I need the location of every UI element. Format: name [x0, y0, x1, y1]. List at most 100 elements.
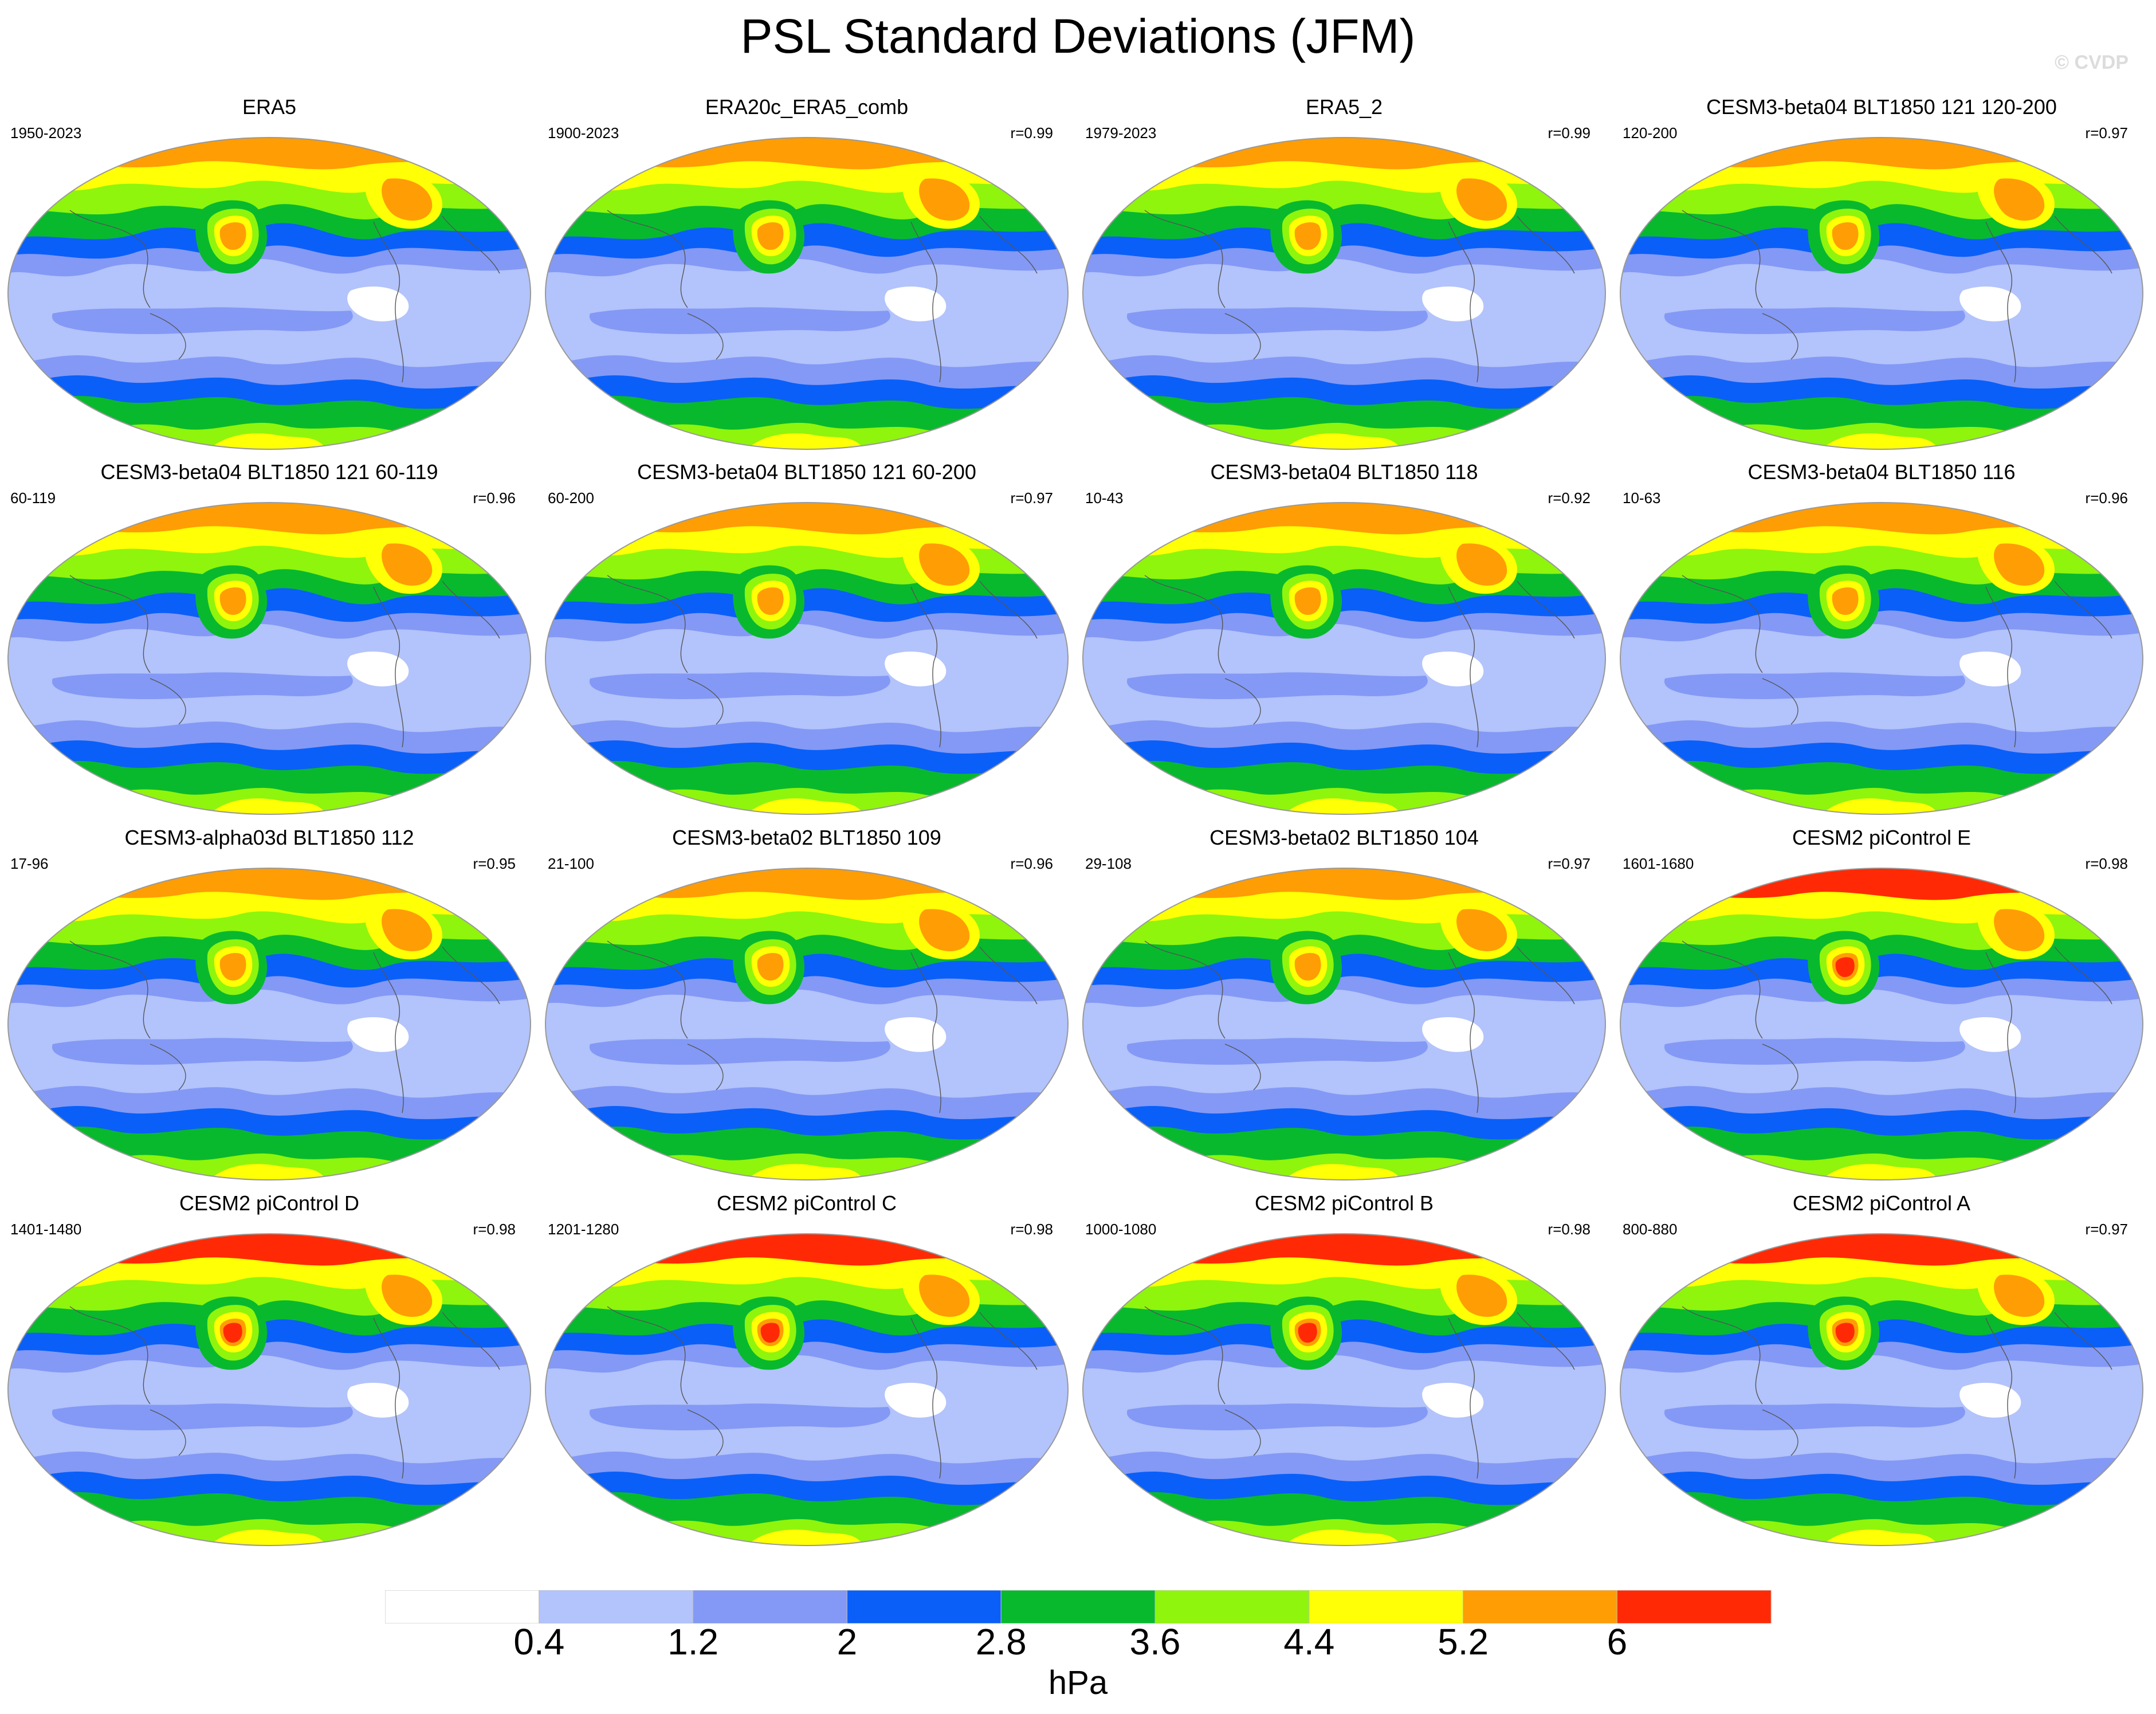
- panel-title: CESM2 piControl E: [1792, 826, 1972, 849]
- contour-fill-aleutian-4: [1294, 222, 1321, 250]
- psl-stddev-map: [1082, 502, 1606, 815]
- panel-years: 800-880: [1623, 1221, 1678, 1238]
- contour-fill-south-5: [745, 798, 865, 814]
- panel-title: CESM3-beta04 BLT1850 116: [1747, 460, 2016, 484]
- panel-years: 10-43: [1085, 489, 1124, 507]
- coastlines: [1682, 210, 2112, 383]
- panel-years: 10-63: [1623, 489, 1661, 507]
- contour-fill-aleutian-5: [760, 1323, 780, 1343]
- contour-fill-aleutian-4: [1832, 222, 1859, 250]
- panel-years: 1900-2023: [548, 124, 619, 142]
- contour-fill-aleutian-5: [223, 1323, 242, 1343]
- contour-fill-tropics-low: [1959, 1017, 2021, 1052]
- contour-fill-tropics-low: [347, 1382, 409, 1418]
- map-border: [545, 502, 1069, 815]
- map-border: [545, 137, 1069, 450]
- colorbar-tick-label: 6: [1607, 1621, 1628, 1662]
- contour-fill-north-6: [1083, 138, 1605, 170]
- coastlines: [69, 1306, 500, 1479]
- psl-stddev-map: [1082, 868, 1606, 1180]
- contour-fill-tropics-mid: [589, 307, 890, 335]
- contour-fill-tropics-mid: [589, 672, 890, 700]
- panel-correlation: r=0.96: [2085, 489, 2128, 507]
- psl-stddev-map: [1620, 137, 2143, 450]
- contour-fill-iceland-2: [919, 909, 970, 951]
- colorbar-swatch: [1000, 1590, 1156, 1623]
- psl-stddev-map: [1620, 1233, 2143, 1546]
- panel-title: ERA5: [242, 95, 297, 119]
- panel-title: CESM2 piControl A: [1792, 1191, 1971, 1215]
- panel-correlation: r=0.99: [1010, 124, 1053, 142]
- contour-fill-aleutian-4: [757, 952, 784, 981]
- panel-years: 29-108: [1085, 855, 1132, 872]
- panel-title: CESM3-alpha03d BLT1850 112: [124, 826, 414, 849]
- contour-fill-aleutian-5: [1835, 957, 1855, 978]
- map-border: [7, 137, 531, 450]
- contour-fill-tropics-mid: [52, 1038, 353, 1065]
- map-border: [1082, 502, 1606, 815]
- contour-fill-aleutian-4: [757, 222, 784, 250]
- colorbar-tick-label: 0.4: [513, 1621, 565, 1662]
- contour-fill-north-6: [545, 503, 1068, 535]
- cvdp-watermark: © CVDP: [2055, 52, 2128, 73]
- contour-fill-tropics-mid: [589, 1038, 890, 1065]
- psl-stddev-map: [545, 502, 1069, 815]
- map-panel: CESM3-beta04 BLT1850 116 10-63 r=0.96: [1612, 460, 2151, 821]
- panel-title: CESM3-beta02 BLT1850 109: [672, 826, 941, 849]
- contour-fill-south-5: [1282, 798, 1403, 814]
- contour-fill-iceland-2: [1456, 543, 1507, 586]
- panel-title: CESM2 piControl C: [716, 1191, 897, 1215]
- psl-stddev-map: [7, 137, 531, 450]
- coastlines: [607, 210, 1038, 383]
- contour-fill-iceland-2: [1994, 1274, 2045, 1317]
- contour-fill-north-6: [8, 1234, 531, 1266]
- panel-title: CESM3-beta04 BLT1850 121 60-200: [637, 460, 976, 484]
- map-panel: CESM2 piControl E 1601-1680 r=0.98: [1612, 825, 2151, 1186]
- contour-fill-iceland-2: [1456, 178, 1507, 221]
- contour-fill-tropics-mid: [1664, 672, 1965, 700]
- colorbar-tick-label: 2.8: [975, 1621, 1027, 1662]
- map-panel: CESM3-beta04 BLT1850 121 60-119 60-119 r=0…: [0, 460, 539, 821]
- colorbar-swatch: [1154, 1590, 1310, 1623]
- contour-fill-north-6: [1620, 138, 2143, 170]
- contour-fill-tropics-low: [885, 1382, 947, 1418]
- coastlines: [1144, 575, 1575, 748]
- panel-correlation: r=0.97: [1010, 489, 1053, 507]
- panel-years: 17-96: [10, 855, 49, 872]
- contour-fill-tropics-mid: [1664, 1403, 1965, 1431]
- map-border: [1082, 1233, 1606, 1546]
- contour-fill-south-5: [745, 433, 865, 449]
- contour-fill-tropics-mid: [1126, 672, 1428, 700]
- colorbar-swatch: [539, 1590, 694, 1623]
- contour-fill-tropics-low: [347, 651, 409, 687]
- map-panel: ERA5_2 1979-2023 r=0.99: [1075, 95, 1613, 456]
- contour-fill-tropics-mid: [1126, 307, 1428, 335]
- map-panel: CESM3-alpha03d BLT1850 112 17-96 r=0.95: [0, 825, 539, 1186]
- contour-fill-iceland-2: [382, 909, 433, 951]
- contour-fill-tropics-low: [1422, 1382, 1484, 1418]
- map-border: [1082, 137, 1606, 450]
- map-border: [1082, 868, 1606, 1180]
- contour-fill-tropics-low: [1959, 651, 2021, 687]
- panel-title: CESM2 piControl D: [179, 1191, 360, 1215]
- contour-fill-tropics-mid: [589, 1403, 890, 1431]
- contour-fill-south-5: [1820, 1529, 1940, 1546]
- contour-fill-iceland-2: [382, 1274, 433, 1317]
- panel-years: 60-200: [548, 489, 594, 507]
- contour-fill-aleutian-4: [1294, 587, 1321, 615]
- coastlines: [69, 210, 500, 383]
- colorbar-tick-label: 5.2: [1438, 1621, 1489, 1662]
- contour-fill-aleutian-5: [1298, 1323, 1317, 1343]
- contour-fill-south-5: [207, 798, 328, 814]
- contour-fill-iceland-2: [382, 178, 433, 221]
- map-panel: CESM3-beta04 BLT1850 118 10-43 r=0.92: [1075, 460, 1613, 821]
- contour-fill-south-5: [1820, 433, 1940, 449]
- colorbar-tick-label: 4.4: [1283, 1621, 1335, 1662]
- map-border: [7, 502, 531, 815]
- contour-fill-north-6: [1620, 503, 2143, 535]
- panel-correlation: r=0.96: [473, 489, 516, 507]
- coastlines: [607, 575, 1038, 748]
- contour-fill-south-5: [1282, 433, 1403, 449]
- contour-fill-tropics-mid: [52, 672, 353, 700]
- panel-years: 21-100: [548, 855, 594, 872]
